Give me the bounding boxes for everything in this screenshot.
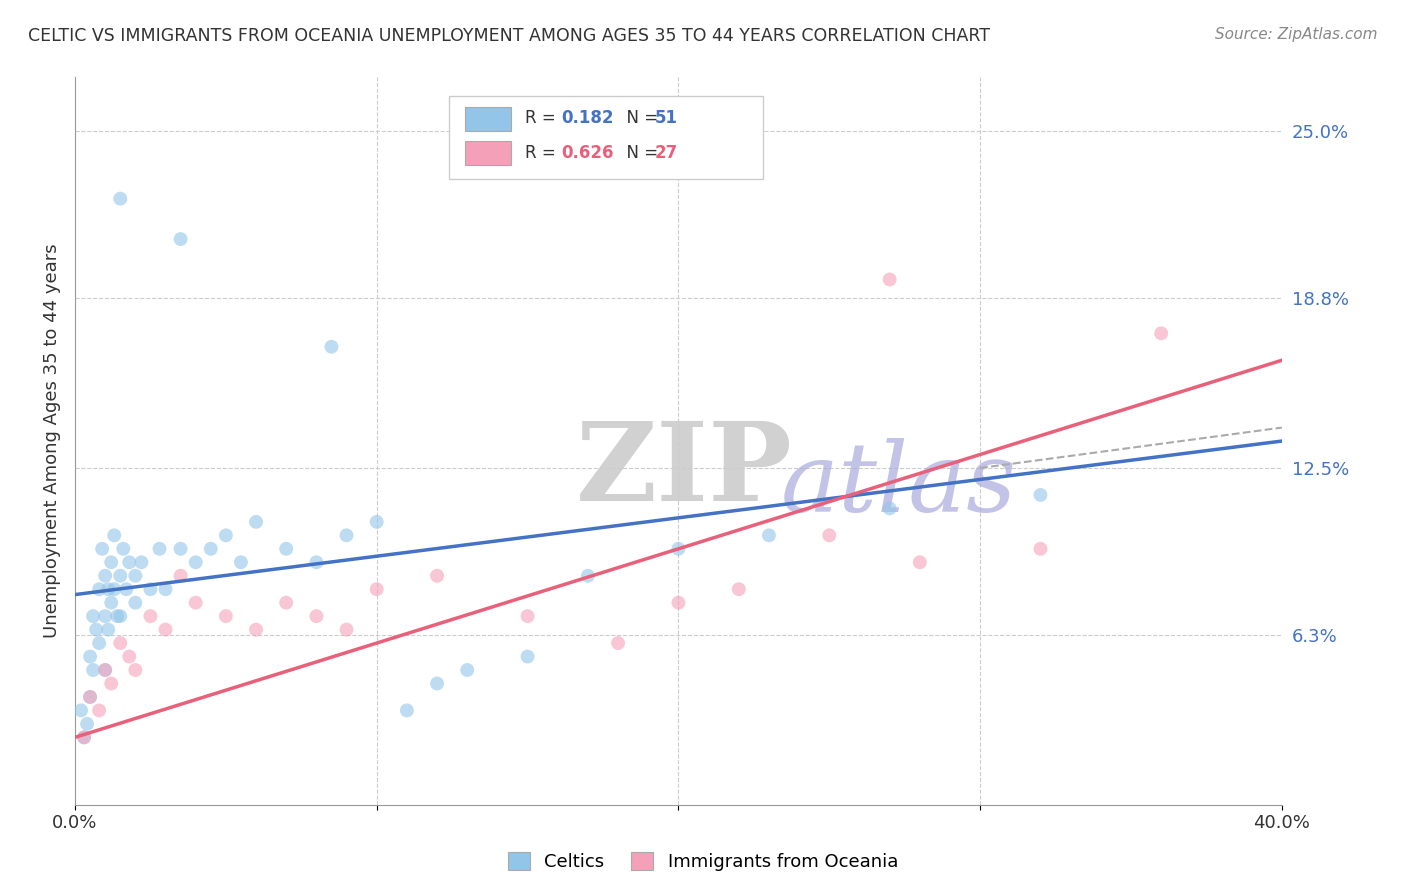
Point [110, 568, 132, 582]
Point [110, 192, 132, 206]
Point [124, 568, 146, 582]
Text: 0.182: 0.182 [561, 109, 614, 128]
Point [366, 515, 388, 529]
Point [91, 541, 114, 556]
Point [456, 663, 478, 677]
FancyBboxPatch shape [465, 106, 510, 130]
Point [118, 555, 141, 569]
Point [668, 541, 690, 556]
Point [516, 609, 538, 624]
Point [103, 582, 125, 597]
Point [184, 555, 207, 569]
Point [245, 623, 267, 637]
Point [321, 340, 343, 354]
Point [1029, 541, 1052, 556]
Text: N =: N = [616, 145, 664, 162]
Point [115, 582, 138, 597]
Text: N =: N = [616, 109, 664, 128]
Y-axis label: Unemployment Among Ages 35 to 44 years: Unemployment Among Ages 35 to 44 years [44, 244, 60, 639]
Point [184, 596, 207, 610]
Point [110, 609, 132, 624]
Point [110, 636, 132, 650]
Point [229, 555, 252, 569]
Point [94, 568, 117, 582]
Point [395, 703, 418, 717]
Point [607, 636, 630, 650]
Text: CELTIC VS IMMIGRANTS FROM OCEANIA UNEMPLOYMENT AMONG AGES 35 TO 44 YEARS CORRELA: CELTIC VS IMMIGRANTS FROM OCEANIA UNEMPL… [28, 27, 990, 45]
Text: 51: 51 [654, 109, 678, 128]
Point [79, 649, 101, 664]
Point [155, 582, 177, 597]
Point [82, 663, 104, 677]
Point [727, 582, 749, 597]
Point [426, 568, 449, 582]
Point [89, 582, 111, 597]
Point [97, 623, 120, 637]
Point [335, 528, 357, 542]
FancyBboxPatch shape [465, 141, 510, 165]
Point [335, 623, 357, 637]
Point [100, 676, 122, 690]
Point [516, 649, 538, 664]
Point [276, 596, 298, 610]
Point [426, 676, 449, 690]
Point [89, 703, 111, 717]
Point [305, 609, 328, 624]
Point [124, 596, 146, 610]
Point [200, 541, 222, 556]
Point [89, 636, 111, 650]
Point [139, 609, 162, 624]
Text: R =: R = [526, 145, 561, 162]
Point [73, 731, 96, 745]
Point [1150, 326, 1173, 341]
Point [124, 663, 146, 677]
Point [818, 528, 841, 542]
Legend: Celtics, Immigrants from Oceania: Celtics, Immigrants from Oceania [501, 845, 905, 879]
Text: 27: 27 [654, 145, 678, 162]
Text: atlas: atlas [780, 438, 1017, 532]
Point [94, 663, 117, 677]
Point [169, 541, 191, 556]
Point [105, 609, 128, 624]
Point [100, 555, 122, 569]
FancyBboxPatch shape [449, 95, 763, 179]
Point [908, 555, 931, 569]
Point [73, 731, 96, 745]
Point [79, 690, 101, 704]
Point [131, 555, 153, 569]
Point [82, 609, 104, 624]
Point [76, 717, 98, 731]
Point [879, 501, 901, 516]
Point [245, 515, 267, 529]
Point [94, 663, 117, 677]
Point [668, 596, 690, 610]
Point [100, 596, 122, 610]
Point [276, 541, 298, 556]
Text: ZIP: ZIP [576, 417, 793, 524]
Point [215, 528, 238, 542]
Point [70, 703, 93, 717]
Point [139, 582, 162, 597]
Point [576, 568, 599, 582]
Point [148, 541, 170, 556]
Point [84, 623, 107, 637]
Point [97, 582, 120, 597]
Text: Source: ZipAtlas.com: Source: ZipAtlas.com [1215, 27, 1378, 42]
Point [103, 528, 125, 542]
Point [155, 623, 177, 637]
Point [169, 568, 191, 582]
Point [94, 609, 117, 624]
Point [169, 232, 191, 246]
Point [1029, 488, 1052, 502]
Point [112, 541, 135, 556]
Point [879, 272, 901, 286]
Point [79, 690, 101, 704]
Text: R =: R = [526, 109, 561, 128]
Point [366, 582, 388, 597]
Point [758, 528, 780, 542]
Point [215, 609, 238, 624]
Point [118, 649, 141, 664]
Point [305, 555, 328, 569]
Text: 0.626: 0.626 [561, 145, 614, 162]
